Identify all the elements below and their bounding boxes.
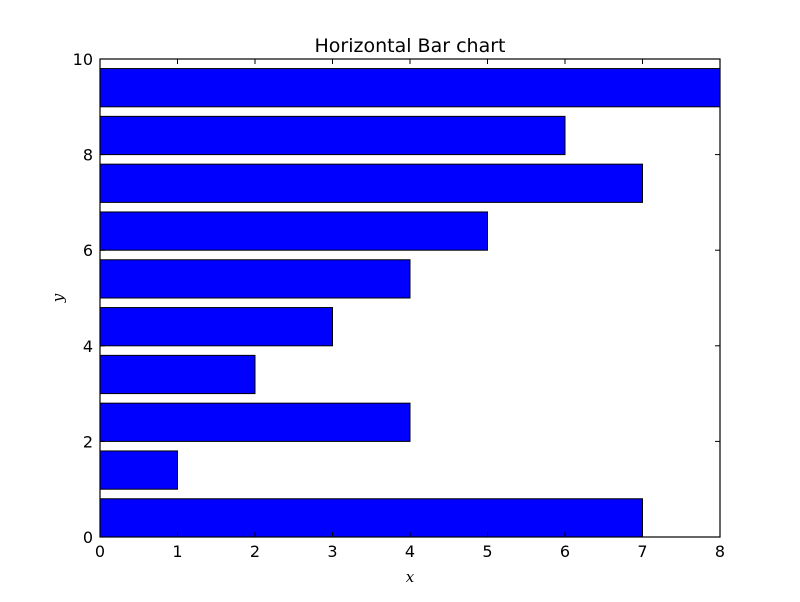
bar-8 xyxy=(99,115,566,156)
bar-0 xyxy=(99,498,643,538)
bar-2 xyxy=(99,402,411,442)
y-tick-label-4: 4 xyxy=(83,337,93,356)
y-tick-label-10: 10 xyxy=(73,50,93,69)
x-axis-label: x xyxy=(406,568,415,586)
bar-9 xyxy=(99,68,721,108)
bars-group xyxy=(99,68,721,538)
x-tick-label-3: 3 xyxy=(327,542,337,561)
y-tick-label-6: 6 xyxy=(83,241,93,260)
x-tick-label-2: 2 xyxy=(250,542,260,561)
bar-7 xyxy=(99,163,643,203)
y-axis-label: y xyxy=(49,293,67,303)
y-tick-label-2: 2 xyxy=(83,432,93,451)
bar-3 xyxy=(99,354,256,395)
bar-6 xyxy=(99,211,488,251)
x-tick-label-7: 7 xyxy=(637,542,647,561)
x-tick-label-8: 8 xyxy=(715,542,725,561)
x-tick-label-1: 1 xyxy=(172,542,182,561)
x-tick-label-6: 6 xyxy=(560,542,570,561)
bar-1 xyxy=(99,450,178,490)
bar-4 xyxy=(99,307,333,347)
y-tick-label-8: 8 xyxy=(83,146,93,165)
x-tick-label-0: 0 xyxy=(95,542,105,561)
x-tick-label-4: 4 xyxy=(405,542,415,561)
y-tick-label-0: 0 xyxy=(83,528,93,547)
y-axis-ticks: 0 2 4 6 8 10 xyxy=(73,50,720,547)
chart-title: Horizontal Bar chart xyxy=(315,35,506,57)
x-axis-ticks: 0 1 2 3 4 5 6 7 8 xyxy=(95,59,725,561)
bar-5 xyxy=(99,259,411,299)
x-tick-label-5: 5 xyxy=(482,542,492,561)
